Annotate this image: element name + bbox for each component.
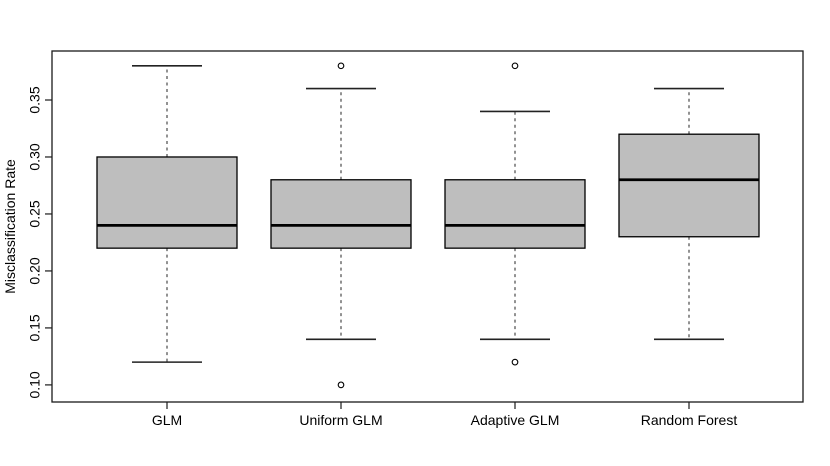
y-axis-title: Misclassification Rate	[2, 159, 18, 294]
box-rect	[96, 156, 238, 249]
x-category-label: GLM	[152, 412, 182, 428]
plot-layer: 0.10 0.15 0.20 0.25 0.30 0.35 GLM Uniform GLM Ad…	[27, 50, 804, 428]
x-category-label: Uniform GLM	[299, 412, 382, 428]
y-tick-label: 0.20	[27, 257, 43, 284]
outlier-point	[337, 381, 345, 389]
box-rect	[270, 179, 412, 249]
y-tick-label: 0.35	[27, 86, 43, 113]
outlier-point	[511, 62, 519, 70]
outlier-point	[337, 62, 345, 70]
plot-border	[51, 50, 804, 403]
y-tick-label: 0.30	[27, 143, 43, 170]
x-category-label: Adaptive GLM	[471, 412, 560, 428]
box-rect	[444, 179, 586, 249]
box-rect	[618, 133, 760, 238]
y-tick-label: 0.10	[27, 371, 43, 398]
x-category-label: Random Forest	[641, 412, 738, 428]
outlier-point	[511, 358, 519, 366]
y-tick-label: 0.15	[27, 314, 43, 341]
y-tick-label: 0.25	[27, 200, 43, 227]
